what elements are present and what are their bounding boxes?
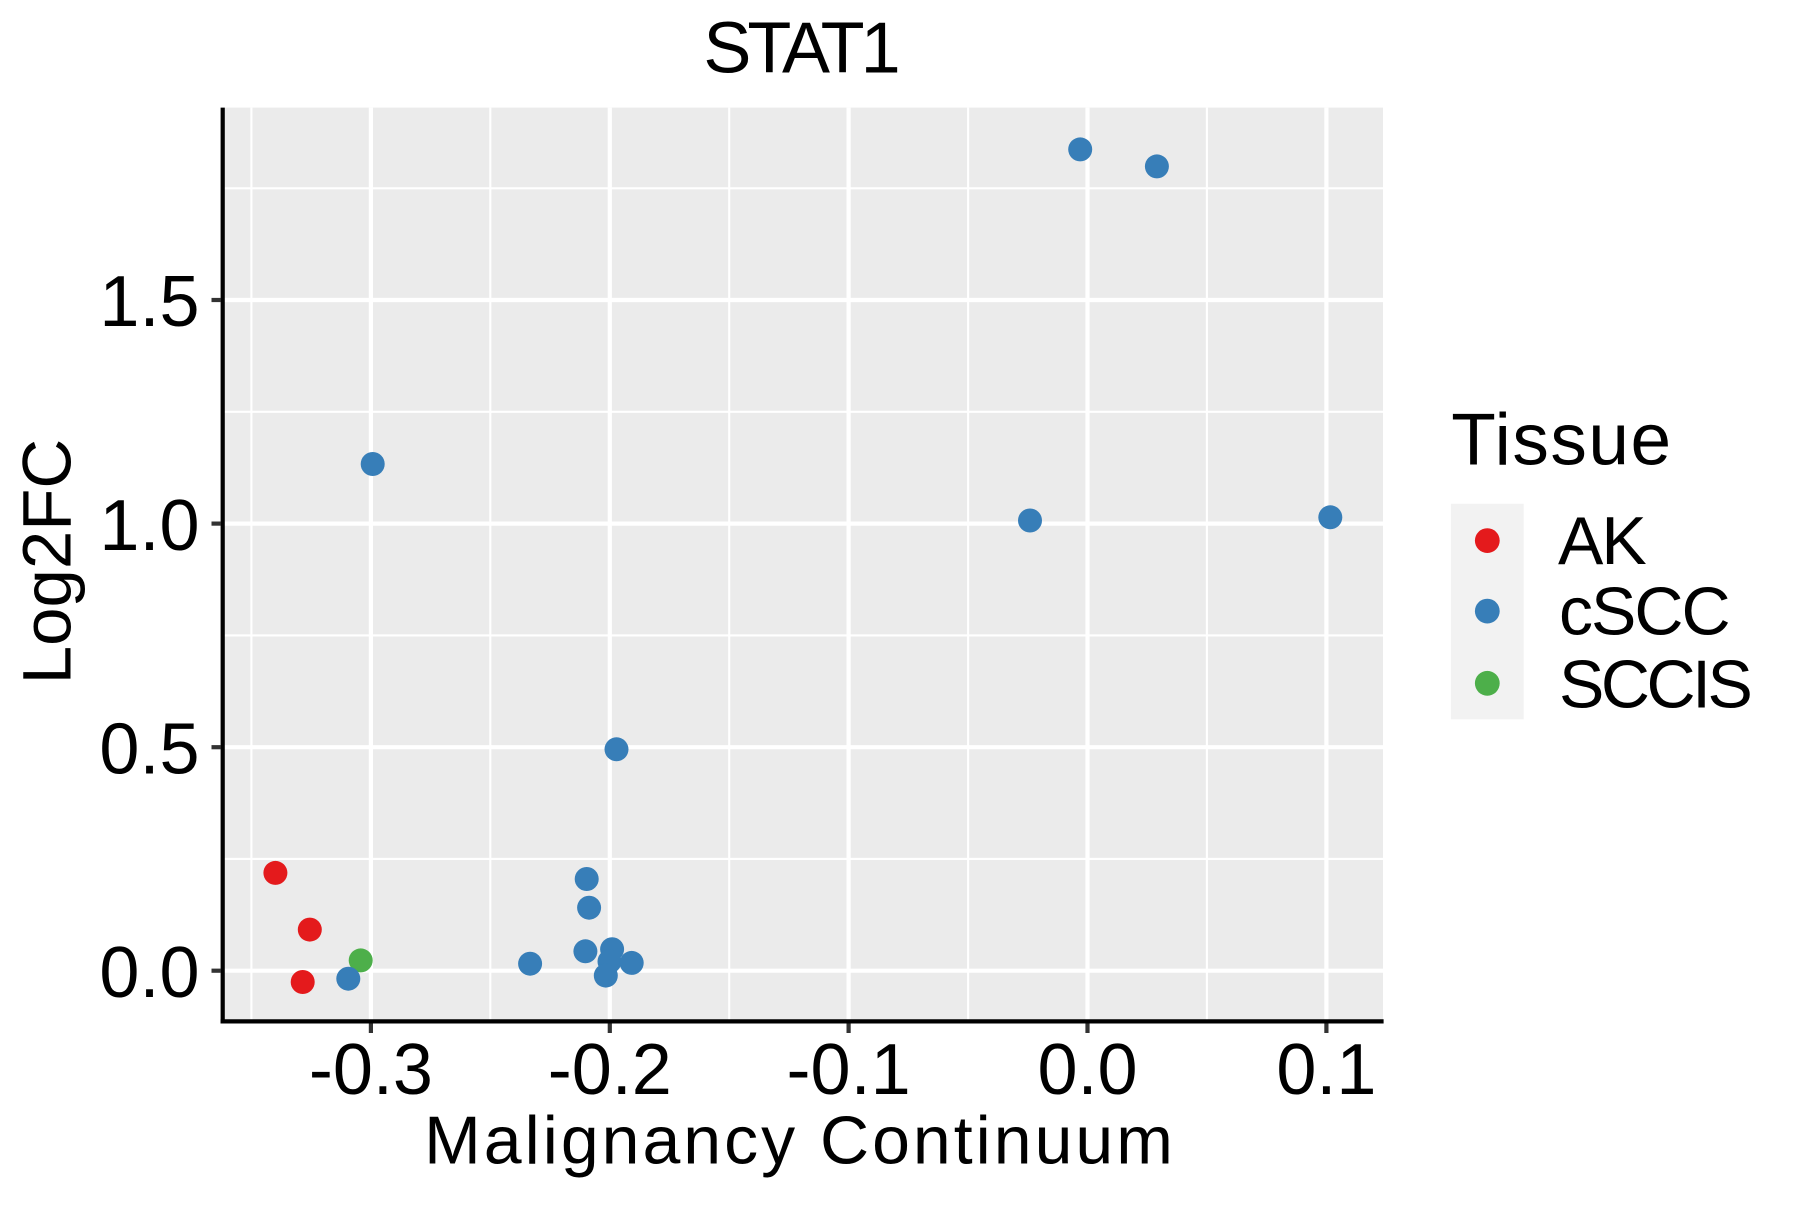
svg-text:0.0: 0.0	[1037, 1030, 1137, 1110]
svg-text:Tissue: Tissue	[1451, 399, 1672, 480]
svg-text:Malignancy Continuum: Malignancy Continuum	[424, 1102, 1176, 1178]
svg-text:1.0: 1.0	[99, 486, 199, 566]
svg-text:0.1: 0.1	[1276, 1030, 1376, 1110]
svg-text:-0.2: -0.2	[548, 1030, 672, 1110]
svg-text:-0.1: -0.1	[787, 1030, 911, 1110]
svg-text:AK: AK	[1558, 503, 1646, 579]
svg-text:0.5: 0.5	[99, 709, 199, 789]
svg-text:1.5: 1.5	[99, 262, 199, 342]
svg-text:SCCIS: SCCIS	[1559, 647, 1750, 723]
svg-text:STAT1: STAT1	[703, 9, 897, 89]
svg-text:-0.3: -0.3	[309, 1030, 433, 1110]
svg-text:cSCC: cSCC	[1559, 574, 1729, 650]
svg-text:Log2FC: Log2FC	[9, 439, 86, 684]
svg-text:0.0: 0.0	[99, 933, 199, 1013]
